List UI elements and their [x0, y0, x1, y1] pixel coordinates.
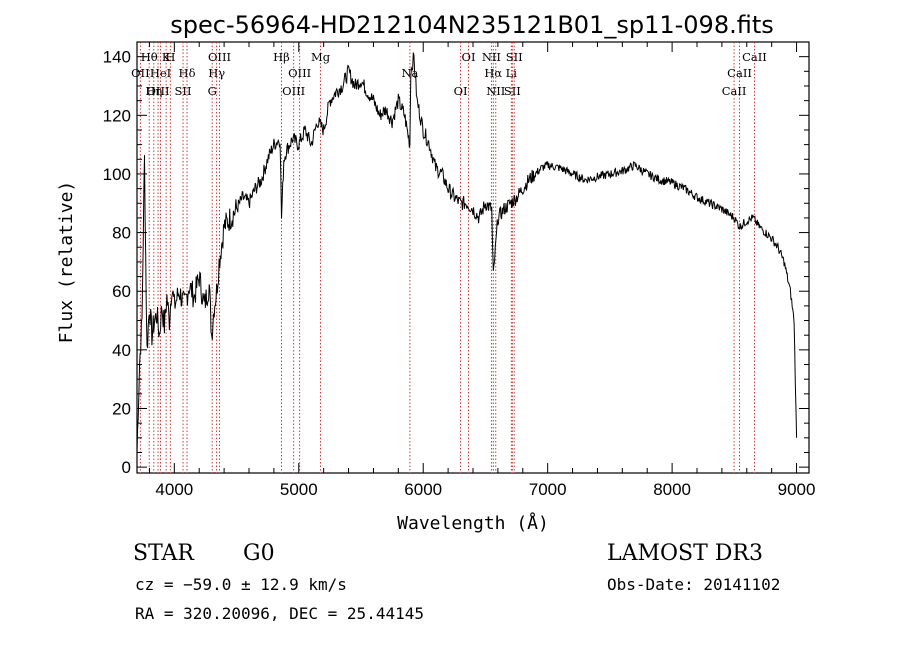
y-tick-label: 20	[112, 399, 131, 418]
marker-label: NII	[486, 84, 505, 98]
marker-label: OIII	[288, 66, 311, 80]
ra-dec-coordinates: RA = 320.20096, DEC = 25.44145	[135, 604, 424, 623]
marker-label: SII	[506, 50, 523, 64]
marker-label: OI	[462, 50, 476, 64]
y-tick-label: 120	[103, 106, 131, 125]
x-tick-label: 6000	[404, 480, 442, 499]
marker-label: OII	[131, 66, 150, 80]
redshift-velocity: cz = −59.0 ± 12.9 km/s	[135, 575, 347, 594]
x-tick-label: 4000	[155, 480, 193, 499]
y-tick-label: 80	[112, 224, 131, 243]
x-tick-label: 9000	[778, 480, 816, 499]
marker-label: CaII	[742, 50, 767, 64]
emission-line-markers	[139, 42, 755, 473]
object-subclass: G0	[243, 541, 275, 566]
marker-label: H	[165, 50, 175, 64]
spectrum-line	[136, 52, 798, 453]
plot-border	[136, 41, 810, 474]
marker-label: Hγ	[208, 66, 225, 80]
marker-label: OI	[454, 84, 468, 98]
y-tick-label: 0	[122, 458, 131, 477]
marker-label: Mg	[311, 50, 331, 64]
y-tick-label: 100	[103, 165, 131, 184]
marker-label: CaII	[722, 84, 747, 98]
marker-label: Hθ	[141, 50, 158, 64]
y-tick-label: 40	[112, 341, 131, 360]
y-tick-label: 140	[103, 48, 131, 67]
marker-label: Li	[506, 66, 518, 80]
x-tick-label: 5000	[280, 480, 318, 499]
object-class: STAR	[133, 541, 195, 566]
chart-title: spec-56964-HD212104N235121B01_sp11-098.f…	[170, 11, 774, 39]
marker-label: Hη	[145, 84, 162, 98]
marker-label: HeI	[150, 66, 171, 80]
x-tick-label: 8000	[653, 480, 691, 499]
x-tick-label: 7000	[529, 480, 567, 499]
marker-label: OIII	[282, 84, 305, 98]
y-tick-label: 60	[112, 282, 131, 301]
y-axis-label: Flux (relative)	[56, 181, 77, 344]
x-axis-label: Wavelength (Å)	[397, 512, 549, 534]
marker-label: Hδ	[179, 66, 196, 80]
plot-frame	[136, 41, 810, 474]
marker-label: K	[162, 50, 171, 64]
marker-label: G	[208, 84, 217, 98]
marker-label: OIII	[146, 84, 169, 98]
survey-name: LAMOST DR3	[607, 541, 763, 566]
emission-line-labels: HθOIIOIIIKHeIHηHHδSIIOIIIHγGHβOIIIOIIIMg…	[131, 50, 767, 98]
marker-label: SII	[504, 84, 521, 98]
marker-label: OIII	[208, 50, 231, 64]
spectrum-series	[136, 52, 798, 453]
marker-label: Hα	[484, 66, 502, 80]
observation-date: Obs-Date: 20141102	[607, 575, 780, 594]
marker-label: CaII	[727, 66, 752, 80]
marker-label: Hβ	[273, 50, 290, 64]
marker-label: NII	[482, 50, 501, 64]
y-axis-ticks: 0 20 40 60 80 100 120 140	[103, 41, 809, 477]
marker-label: SII	[175, 84, 192, 98]
x-axis-ticks: 4000 5000 6000 7000 8000 9000	[148, 42, 816, 499]
